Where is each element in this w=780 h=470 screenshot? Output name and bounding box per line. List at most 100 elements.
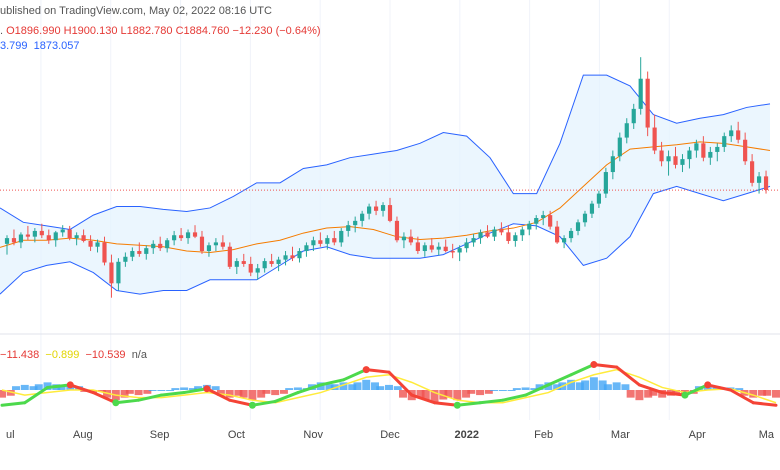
- candle-body: [206, 245, 212, 252]
- candle: [206, 242, 212, 257]
- candle: [220, 235, 225, 250]
- histogram-bar: [626, 390, 635, 398]
- histogram-bar: [490, 390, 499, 391]
- candle-body: [165, 240, 170, 249]
- histogram-bar: [644, 390, 653, 398]
- candle: [610, 150, 615, 180]
- candle: [443, 239, 448, 253]
- histogram-bar: [416, 390, 425, 398]
- candle: [394, 216, 400, 243]
- fast-line-segment: [592, 363, 619, 369]
- candle-body: [596, 193, 601, 204]
- candle-body: [255, 268, 260, 273]
- candle: [492, 226, 497, 241]
- histogram-bar: [530, 388, 539, 390]
- fast-line-segment: [501, 393, 528, 402]
- histogram-bar: [672, 390, 681, 394]
- histogram-bar: [649, 390, 658, 396]
- fast-line-segment: [205, 387, 232, 402]
- histogram-bar: [462, 390, 471, 398]
- histogram-bar: [635, 390, 644, 401]
- histogram-bar: [393, 386, 402, 390]
- candle-body: [562, 238, 567, 243]
- histogram-bar: [143, 390, 152, 394]
- candle: [32, 228, 37, 243]
- histogram-bar: [399, 390, 407, 398]
- indicator-value-1: 11.438: [6, 349, 40, 361]
- histogram-bar: [603, 384, 612, 390]
- candle: [666, 150, 671, 176]
- fast-line-segment: [637, 383, 664, 395]
- candle-body: [144, 248, 149, 254]
- candle-body: [610, 156, 615, 173]
- histogram-bar: [521, 387, 530, 390]
- fast-line-segment: [433, 401, 459, 407]
- histogram-bar: [194, 386, 203, 390]
- candle: [617, 132, 622, 162]
- candle: [548, 210, 553, 230]
- indicator-dash-1: −: [0, 349, 7, 361]
- fast-line-segment: [683, 383, 710, 397]
- candle: [39, 223, 44, 239]
- candle: [763, 170, 769, 194]
- candle-body: [102, 242, 107, 263]
- candle-body: [373, 206, 379, 211]
- candle: [603, 167, 608, 198]
- indicator-value-2: 0.899: [51, 349, 80, 361]
- fast-line-segment: [319, 378, 345, 387]
- candle: [729, 125, 734, 142]
- histogram-bar: [34, 384, 43, 390]
- x-tick-label: Aug: [73, 429, 93, 441]
- candle-body: [95, 242, 100, 247]
- candle-body: [332, 238, 337, 243]
- histogram-bar: [285, 388, 294, 390]
- candle: [262, 258, 267, 273]
- fast-line-segment: [46, 383, 72, 389]
- candle: [151, 240, 156, 254]
- candle-body: [408, 236, 413, 243]
- candle: [248, 256, 253, 277]
- candle-body: [283, 255, 288, 260]
- candle: [360, 210, 365, 227]
- candle-body: [492, 229, 497, 237]
- histogram-bar: [476, 390, 485, 396]
- histogram-bar: [180, 387, 189, 390]
- candle-body: [506, 232, 511, 241]
- fast-line-segment: [478, 398, 505, 405]
- fast-line-segment: [341, 368, 368, 382]
- candle: [234, 258, 239, 274]
- candle: [401, 232, 407, 249]
- candle: [74, 232, 79, 246]
- fast-line-segment: [660, 391, 687, 397]
- histogram-bar: [279, 390, 288, 394]
- candle-body: [39, 230, 44, 236]
- candle: [575, 219, 581, 236]
- header-published: ublished on TradingView.com, May 02, 202…: [0, 5, 272, 17]
- candle-body: [227, 246, 232, 267]
- signal-line: [1, 368, 777, 404]
- candle-body: [262, 261, 267, 269]
- bollinger-bands: [0, 74, 771, 295]
- candle: [756, 172, 762, 194]
- candle-body: [763, 176, 769, 190]
- candle-body: [694, 143, 699, 151]
- fast-line-segment: [615, 365, 641, 387]
- candle: [687, 146, 692, 169]
- candle-body: [548, 215, 553, 227]
- candle: [743, 132, 748, 165]
- candle-body: [74, 235, 79, 239]
- published-text: ublished on TradingView.com, May 02, 202…: [0, 5, 272, 17]
- candle-body: [394, 220, 400, 241]
- ohlc-legend: . O1896.990 H1900.130 L1882.780 C1884.76…: [0, 25, 321, 37]
- candle: [722, 132, 727, 152]
- candle-body: [4, 238, 10, 244]
- histogram-bar: [772, 390, 780, 398]
- histogram-bar: [339, 382, 348, 390]
- fast-line-segment: [728, 388, 755, 405]
- histogram-bar: [598, 380, 607, 390]
- candle-body: [311, 240, 316, 246]
- histogram-bar: [57, 386, 66, 390]
- candle-body: [645, 78, 650, 128]
- ohlc-low: L1882.780: [120, 25, 173, 37]
